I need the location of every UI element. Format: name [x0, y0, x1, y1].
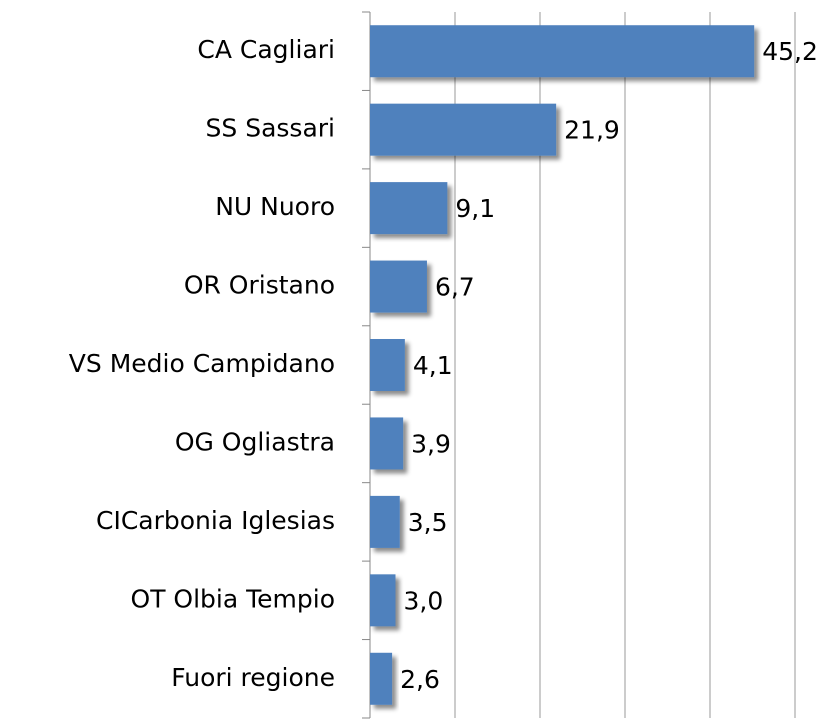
bar: [370, 182, 448, 235]
category-label: SS Sassari: [206, 114, 335, 143]
value-label: 2,6: [400, 665, 440, 694]
category-label: OT Olbia Tempio: [131, 584, 335, 613]
category-label: Fuori regione: [171, 663, 335, 692]
category-label: OG Ogliastra: [175, 427, 335, 456]
bar: [370, 652, 393, 705]
value-label: 3,9: [411, 429, 451, 458]
bar: [370, 495, 400, 548]
value-label: 9,1: [455, 194, 495, 223]
bar: [370, 25, 755, 78]
category-label: OR Oristano: [184, 271, 335, 300]
value-label: 45,2: [762, 37, 818, 66]
value-label: 4,1: [413, 351, 453, 380]
bar: [370, 339, 405, 391]
bar: [370, 260, 427, 313]
value-label: 21,9: [564, 116, 620, 145]
bar: [370, 574, 396, 627]
bar: [370, 103, 557, 156]
category-label: VS Medio Campidano: [69, 349, 335, 378]
category-label: NU Nuoro: [215, 192, 335, 221]
bar: [370, 417, 404, 470]
category-label: CA Cagliari: [197, 35, 335, 64]
value-label: 6,7: [435, 273, 475, 302]
value-label: 3,0: [404, 586, 444, 615]
category-label: CICarbonia Iglesias: [96, 506, 335, 535]
value-label: 3,5: [408, 508, 448, 537]
